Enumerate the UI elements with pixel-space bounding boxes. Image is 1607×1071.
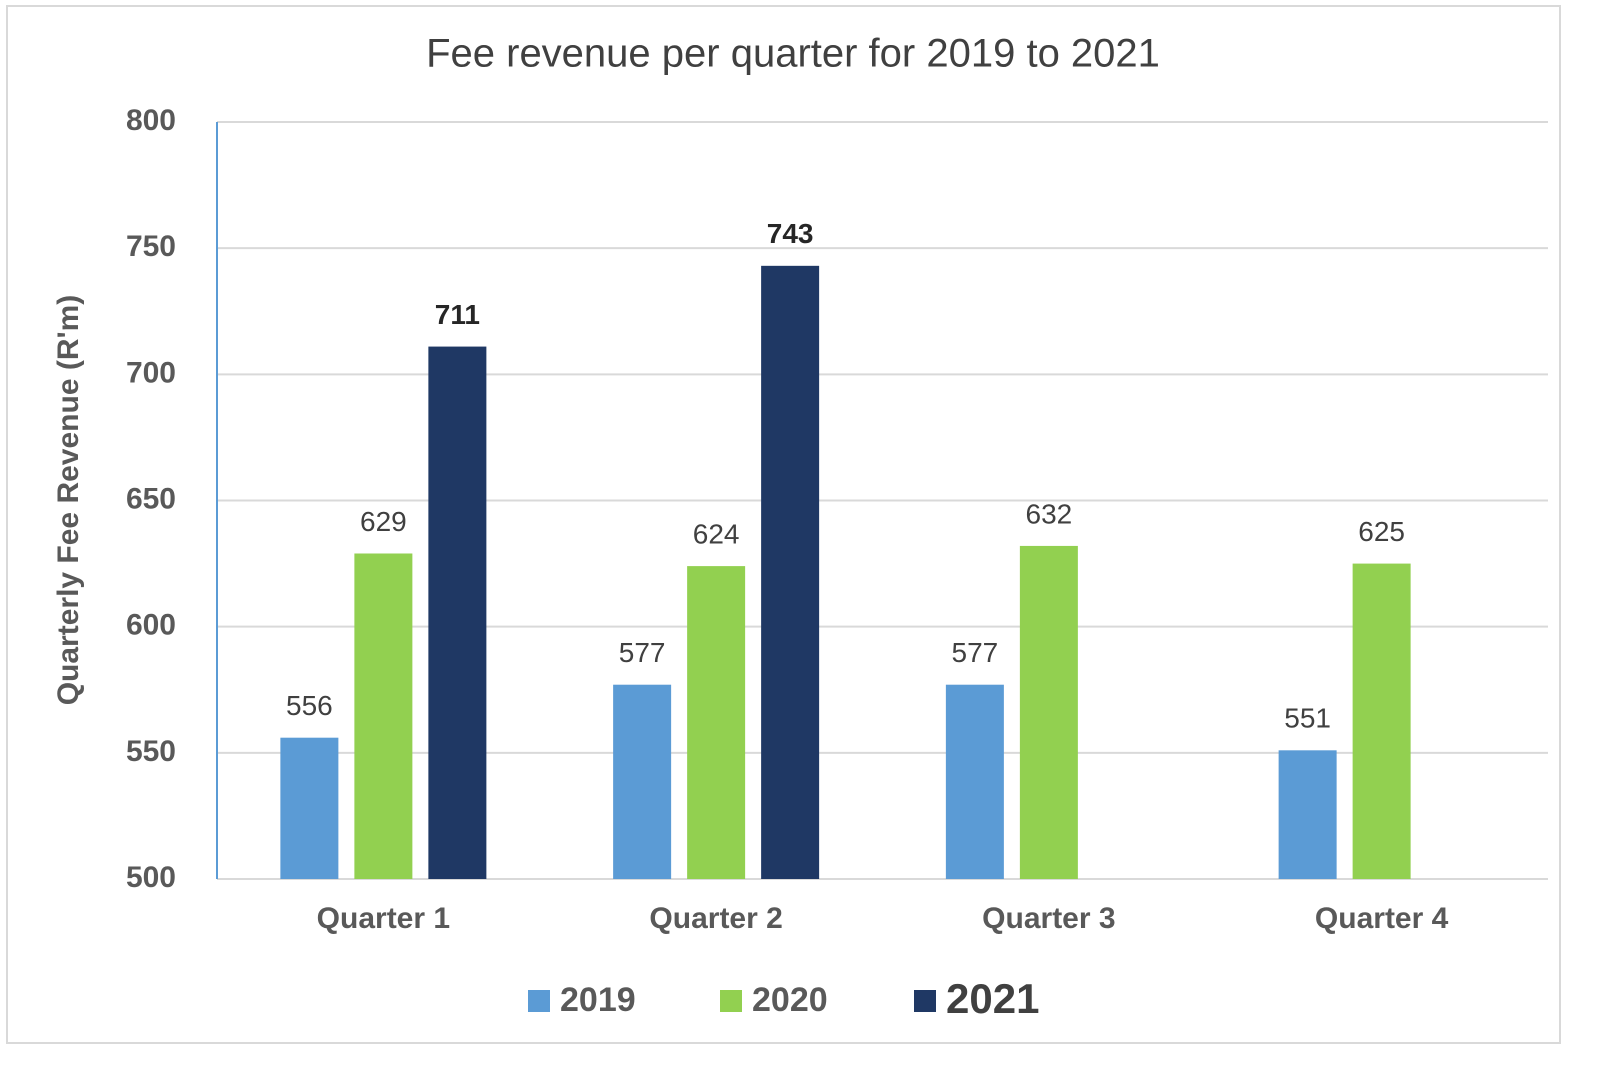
legend-swatch xyxy=(528,990,550,1012)
legend-swatch xyxy=(914,990,936,1012)
x-tick-label: Quarter 2 xyxy=(649,902,782,935)
data-label: 629 xyxy=(360,506,407,537)
data-label: 625 xyxy=(1358,516,1405,547)
data-label: 632 xyxy=(1026,498,1073,529)
y-tick-label: 550 xyxy=(126,735,176,768)
y-tick-label: 650 xyxy=(126,482,176,515)
y-tick-label: 600 xyxy=(126,609,176,642)
bar xyxy=(1352,563,1411,879)
bar xyxy=(354,553,413,879)
bar xyxy=(1019,545,1078,879)
bar xyxy=(1278,750,1337,879)
data-label: 743 xyxy=(767,218,814,249)
y-tick-label: 800 xyxy=(126,104,176,137)
x-tick-label: Quarter 4 xyxy=(1315,902,1449,935)
data-label: 624 xyxy=(693,518,740,549)
bar xyxy=(945,684,1004,879)
data-label: 556 xyxy=(286,690,333,721)
data-label: 577 xyxy=(619,637,666,668)
x-tick-label: Quarter 3 xyxy=(982,902,1115,935)
data-label: 577 xyxy=(952,637,999,668)
data-label: 551 xyxy=(1284,703,1331,734)
bar xyxy=(687,566,746,879)
y-tick-label: 500 xyxy=(126,861,176,894)
bar xyxy=(428,346,487,879)
y-tick-label: 700 xyxy=(126,356,176,389)
legend-swatch xyxy=(720,990,742,1012)
y-tick-label: 750 xyxy=(126,230,176,263)
data-label: 711 xyxy=(435,299,480,330)
x-tick-label: Quarter 1 xyxy=(317,902,450,935)
bar xyxy=(280,737,339,879)
bar xyxy=(613,684,672,879)
chart-title: Fee revenue per quarter for 2019 to 2021 xyxy=(426,32,1160,76)
legend-label: 2020 xyxy=(752,981,828,1019)
legend-label: 2019 xyxy=(560,981,636,1019)
bar xyxy=(761,265,820,880)
legend-label: 2021 xyxy=(946,975,1039,1022)
y-axis-title: Quarterly Fee Revenue (R'm) xyxy=(52,295,85,706)
